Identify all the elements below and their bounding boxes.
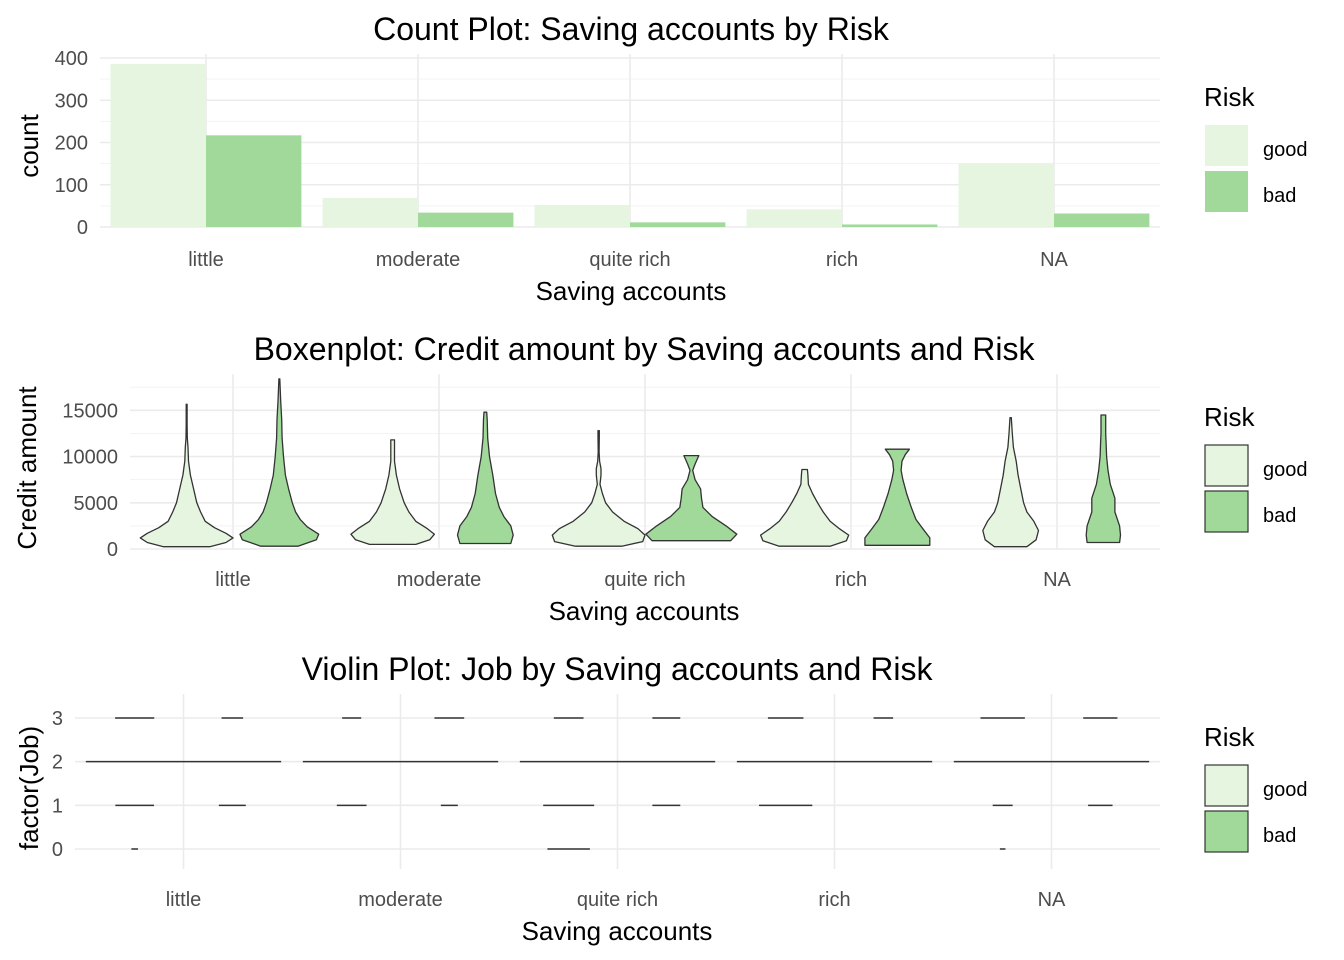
count-plot-x-tick-rich: rich [826, 249, 858, 271]
bar-rich-good [746, 209, 842, 227]
count-plot-title: Count Plot: Saving accounts by Risk [373, 11, 890, 47]
bar-little-good [110, 63, 206, 227]
credit-amount-x-ticks: little moderate quite rich rich NA [215, 569, 1071, 591]
job-x-ticks: little moderate quite rich rich NA [166, 889, 1066, 911]
violin-na-bad [1085, 414, 1122, 544]
bar-na-good [958, 163, 1054, 227]
job-x-tick-quite-rich: quite rich [577, 889, 658, 911]
violin-quite-rich-bad [645, 454, 738, 542]
job-x-axis-title: Saving accounts [522, 916, 713, 946]
count-plot-y-ticks: 0 100 200 300 400 [55, 48, 88, 239]
credit-amount-x-tick-quite-rich: quite rich [604, 569, 685, 591]
count-plot-y-tick-label: 400 [55, 48, 88, 70]
credit-amount-legend-title: Risk [1204, 402, 1256, 432]
count-plot-legend-label-good: good [1263, 139, 1308, 161]
bar-rich-bad [842, 224, 938, 227]
credit-amount-legend-key-good [1204, 444, 1249, 487]
credit-amount-y-axis-title: Credit amount [12, 386, 42, 550]
credit-amount-y-tick-label: 15000 [62, 400, 118, 422]
violin-moderate-good [350, 439, 436, 546]
job-panel: Violin Plot: Job by Saving accounts and … [14, 651, 1308, 946]
violin-na-good [982, 417, 1040, 548]
credit-amount-panel: Boxenplot: Credit amount by Saving accou… [12, 331, 1308, 626]
job-legend-key-bad [1204, 810, 1249, 853]
count-plot-x-ticks: little moderate quite rich rich NA [188, 249, 1068, 271]
count-plot-legend-label-bad: bad [1263, 185, 1296, 207]
count-plot-legend-key-bad [1205, 171, 1248, 212]
job-legend: Risk good bad [1204, 722, 1308, 853]
job-x-tick-moderate: moderate [358, 889, 443, 911]
job-x-tick-little: little [166, 889, 202, 911]
violin-rich-bad [864, 448, 931, 546]
credit-amount-legend-label-bad: bad [1263, 505, 1296, 527]
count-plot-legend-title: Risk [1204, 82, 1256, 112]
credit-amount-x-tick-little: little [215, 569, 251, 591]
count-plot-y-tick-label: 200 [55, 133, 88, 155]
job-grid [75, 694, 1160, 869]
count-plot-y-tick-label: 0 [77, 217, 88, 239]
count-plot-x-tick-little: little [188, 249, 224, 271]
count-plot-bars [110, 63, 1150, 227]
credit-amount-y-ticks: 0 5000 10000 15000 [62, 400, 118, 561]
job-y-tick-label: 1 [52, 795, 63, 817]
job-legend-label-good: good [1263, 779, 1308, 801]
job-violins [85, 717, 1150, 850]
job-y-tick-label: 0 [52, 839, 63, 861]
credit-amount-x-tick-na: NA [1043, 569, 1071, 591]
bar-quite-rich-good [534, 205, 630, 227]
count-plot-y-axis-title: count [14, 113, 44, 177]
count-plot-legend-key-good [1205, 125, 1248, 166]
bar-quite-rich-bad [630, 222, 726, 227]
job-legend-title: Risk [1204, 722, 1256, 752]
count-plot-x-tick-moderate: moderate [376, 249, 461, 271]
credit-amount-violins [139, 378, 1122, 548]
count-plot-x-tick-na: NA [1040, 249, 1068, 271]
count-plot-x-axis-title: Saving accounts [536, 276, 727, 306]
credit-amount-y-tick-label: 5000 [74, 493, 119, 515]
job-x-tick-na: NA [1038, 889, 1066, 911]
credit-amount-title: Boxenplot: Credit amount by Saving accou… [254, 331, 1036, 367]
count-plot-legend: Risk good bad [1204, 82, 1308, 212]
job-legend-label-bad: bad [1263, 825, 1296, 847]
bar-moderate-bad [418, 212, 514, 227]
count-plot-y-tick-label: 100 [55, 175, 88, 197]
count-plot-x-tick-quite-rich: quite rich [589, 249, 670, 271]
count-plot-panel: Count Plot: Saving accounts by Risk 0 100… [14, 11, 1308, 306]
credit-amount-x-tick-rich: rich [835, 569, 867, 591]
job-legend-key-good [1204, 764, 1249, 807]
violin-rich-good [759, 468, 850, 547]
violin-quite-rich-good [551, 430, 646, 547]
credit-amount-x-tick-moderate: moderate [397, 569, 482, 591]
credit-amount-x-axis-title: Saving accounts [549, 596, 740, 626]
violin-moderate-bad [456, 411, 514, 545]
job-x-tick-rich: rich [818, 889, 850, 911]
violin-little-good [139, 403, 234, 548]
credit-amount-y-tick-label: 0 [107, 539, 118, 561]
credit-amount-legend-label-good: good [1263, 459, 1308, 481]
credit-amount-legend-key-bad [1204, 490, 1249, 533]
bar-moderate-good [322, 197, 418, 227]
credit-amount-y-tick-label: 10000 [62, 447, 118, 469]
job-y-ticks: 0 1 2 3 [52, 708, 63, 861]
credit-amount-legend: Risk good bad [1204, 402, 1308, 533]
job-y-tick-label: 3 [52, 708, 63, 730]
bar-little-bad [206, 135, 302, 227]
count-plot-y-tick-label: 300 [55, 90, 88, 112]
bar-na-bad [1054, 213, 1150, 227]
job-y-tick-label: 2 [52, 752, 63, 774]
violin-little-bad [239, 378, 320, 547]
job-y-axis-title: factor(Job) [14, 726, 44, 850]
job-title: Violin Plot: Job by Saving accounts and … [302, 651, 934, 687]
